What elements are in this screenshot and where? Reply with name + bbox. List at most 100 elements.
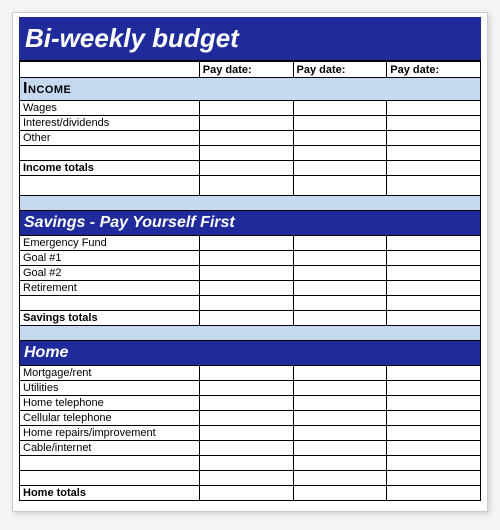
- row-label: Wages: [20, 100, 200, 115]
- spacer-row: [20, 195, 481, 210]
- spacer-row: [20, 455, 481, 470]
- cell: [20, 455, 200, 470]
- row-label: Emergency Fund: [20, 235, 200, 250]
- budget-page: Bi-weekly budget Pay date: Pay date: Pay…: [12, 12, 488, 512]
- cell[interactable]: [387, 410, 481, 425]
- cell[interactable]: [387, 130, 481, 145]
- cell: [199, 160, 293, 175]
- cell[interactable]: [199, 365, 293, 380]
- cell: [387, 485, 481, 500]
- row-label: Cable/internet: [20, 440, 200, 455]
- cell[interactable]: [293, 100, 387, 115]
- totals-label: Savings totals: [20, 310, 200, 325]
- table-row: Other: [20, 130, 481, 145]
- table-row: Wages: [20, 100, 481, 115]
- cell: [293, 310, 387, 325]
- cell[interactable]: [199, 115, 293, 130]
- cell[interactable]: [387, 365, 481, 380]
- table-row: Home telephone: [20, 395, 481, 410]
- cell[interactable]: [199, 250, 293, 265]
- cell[interactable]: [199, 380, 293, 395]
- section-row-home: Home: [20, 340, 481, 365]
- row-label: Other: [20, 130, 200, 145]
- cell: [199, 310, 293, 325]
- cell[interactable]: [293, 380, 387, 395]
- cell[interactable]: [199, 130, 293, 145]
- cell: [199, 175, 293, 195]
- cell[interactable]: [293, 410, 387, 425]
- cell[interactable]: [387, 265, 481, 280]
- spacer-row: [20, 295, 481, 310]
- cell: [20, 175, 200, 195]
- column-header-row: Pay date: Pay date: Pay date:: [20, 62, 481, 77]
- cell[interactable]: [293, 440, 387, 455]
- section-row-income: Income: [20, 77, 481, 100]
- table-row: Interest/dividends: [20, 115, 481, 130]
- cell[interactable]: [387, 425, 481, 440]
- cell: [199, 145, 293, 160]
- cell[interactable]: [199, 235, 293, 250]
- cell: [387, 310, 481, 325]
- cell[interactable]: [293, 425, 387, 440]
- cell[interactable]: [293, 235, 387, 250]
- spacer-row: [20, 325, 481, 340]
- cell[interactable]: [293, 395, 387, 410]
- table-row: Goal #1: [20, 250, 481, 265]
- table-row: Utilities: [20, 380, 481, 395]
- row-label: Home telephone: [20, 395, 200, 410]
- cell[interactable]: [199, 440, 293, 455]
- cell[interactable]: [387, 380, 481, 395]
- section-heading-savings: Savings - Pay Yourself First: [20, 210, 481, 235]
- cell[interactable]: [293, 115, 387, 130]
- cell[interactable]: [387, 100, 481, 115]
- cell: [387, 160, 481, 175]
- cell[interactable]: [199, 410, 293, 425]
- totals-row-home: Home totals: [20, 485, 481, 500]
- cell: [387, 470, 481, 485]
- cell: [199, 485, 293, 500]
- page-title: Bi-weekly budget: [19, 17, 481, 62]
- cell: [293, 455, 387, 470]
- totals-label: Income totals: [20, 160, 200, 175]
- row-label: Interest/dividends: [20, 115, 200, 130]
- cell[interactable]: [199, 425, 293, 440]
- cell: [199, 455, 293, 470]
- totals-row-savings: Savings totals: [20, 310, 481, 325]
- cell[interactable]: [199, 265, 293, 280]
- spacer-row: [20, 470, 481, 485]
- cell[interactable]: [199, 100, 293, 115]
- spacer-row: [20, 145, 481, 160]
- totals-row-income: Income totals: [20, 160, 481, 175]
- cell[interactable]: [199, 280, 293, 295]
- cell[interactable]: [293, 365, 387, 380]
- cell: [387, 145, 481, 160]
- cell[interactable]: [387, 440, 481, 455]
- cell: [20, 295, 200, 310]
- cell[interactable]: [293, 250, 387, 265]
- cell: [293, 145, 387, 160]
- cell[interactable]: [387, 250, 481, 265]
- cell: [20, 470, 200, 485]
- section-heading-income: Income: [20, 77, 481, 100]
- cell[interactable]: [387, 115, 481, 130]
- cell: [293, 295, 387, 310]
- cell[interactable]: [199, 395, 293, 410]
- cell[interactable]: [293, 265, 387, 280]
- budget-table: Pay date: Pay date: Pay date: Income Wag…: [19, 62, 481, 501]
- cell[interactable]: [293, 130, 387, 145]
- row-label: Mortgage/rent: [20, 365, 200, 380]
- section-row-savings: Savings - Pay Yourself First: [20, 210, 481, 235]
- table-row: Emergency Fund: [20, 235, 481, 250]
- table-row: Mortgage/rent: [20, 365, 481, 380]
- cell: [387, 455, 481, 470]
- cell[interactable]: [387, 235, 481, 250]
- spacer-row: [20, 175, 481, 195]
- header-paydate-3: Pay date:: [387, 62, 481, 77]
- cell[interactable]: [387, 395, 481, 410]
- cell[interactable]: [293, 280, 387, 295]
- header-paydate-2: Pay date:: [293, 62, 387, 77]
- row-label: Utilities: [20, 380, 200, 395]
- row-label: Home repairs/improvement: [20, 425, 200, 440]
- table-row: Home repairs/improvement: [20, 425, 481, 440]
- cell[interactable]: [387, 280, 481, 295]
